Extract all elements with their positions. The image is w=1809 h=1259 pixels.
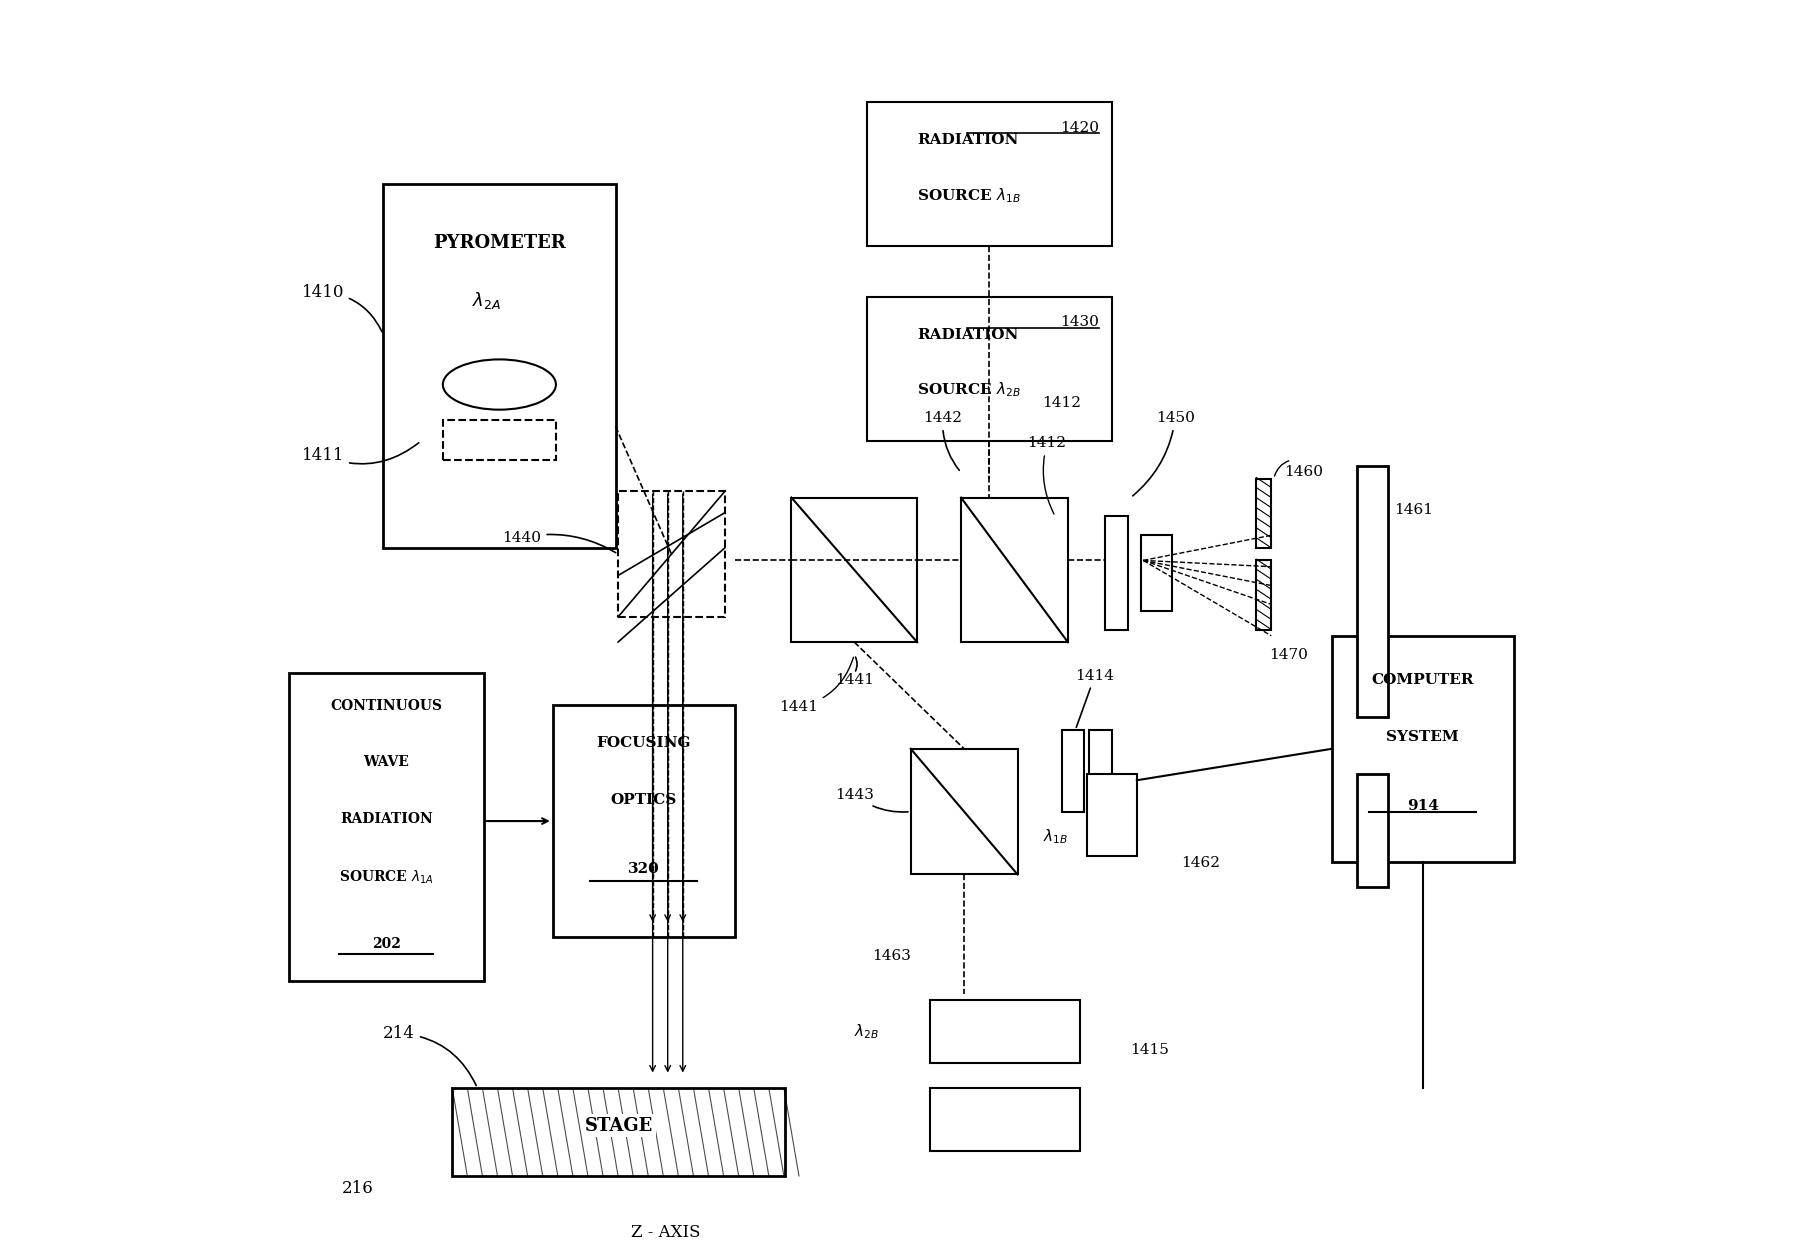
Polygon shape — [1062, 730, 1084, 812]
Polygon shape — [1255, 560, 1272, 630]
Text: $\lambda_{1B}$: $\lambda_{1B}$ — [1042, 827, 1067, 846]
Text: 1463: 1463 — [872, 949, 912, 963]
Polygon shape — [867, 297, 1113, 441]
Text: RADIATION: RADIATION — [917, 329, 1018, 342]
Text: 202: 202 — [373, 937, 402, 952]
Text: 1470: 1470 — [1268, 647, 1308, 662]
Text: SOURCE $\lambda_{1B}$: SOURCE $\lambda_{1B}$ — [917, 186, 1020, 205]
Polygon shape — [1087, 774, 1136, 856]
Polygon shape — [961, 497, 1067, 642]
Text: 1412: 1412 — [1028, 437, 1067, 514]
Polygon shape — [1105, 516, 1129, 630]
Polygon shape — [554, 705, 734, 937]
Text: CONTINUOUS: CONTINUOUS — [331, 699, 443, 713]
Text: 1420: 1420 — [1060, 121, 1100, 135]
Polygon shape — [443, 419, 555, 460]
Text: 1442: 1442 — [923, 412, 962, 471]
Polygon shape — [289, 674, 483, 981]
Polygon shape — [792, 497, 917, 642]
Text: $\lambda_{2B}$: $\lambda_{2B}$ — [854, 1022, 879, 1041]
Text: 1450: 1450 — [1132, 412, 1194, 496]
Text: 1440: 1440 — [503, 530, 615, 553]
Polygon shape — [619, 491, 725, 617]
Text: WAVE: WAVE — [364, 755, 409, 769]
Polygon shape — [1331, 636, 1514, 862]
Text: 1461: 1461 — [1395, 504, 1433, 517]
Text: 1412: 1412 — [1042, 397, 1082, 410]
Text: 1460: 1460 — [1284, 466, 1322, 480]
Polygon shape — [1357, 466, 1388, 718]
Text: FOCUSING: FOCUSING — [597, 737, 691, 750]
Polygon shape — [452, 1088, 785, 1176]
Text: SYSTEM: SYSTEM — [1386, 730, 1460, 744]
Text: PYROMETER: PYROMETER — [432, 234, 566, 252]
Text: 914: 914 — [1407, 799, 1438, 813]
Text: COMPUTER: COMPUTER — [1371, 674, 1474, 687]
Polygon shape — [384, 184, 615, 548]
Text: 1415: 1415 — [1131, 1044, 1169, 1058]
Polygon shape — [930, 1088, 1080, 1151]
Polygon shape — [1255, 478, 1272, 548]
Text: 1411: 1411 — [302, 443, 418, 463]
Text: 1430: 1430 — [1060, 316, 1100, 330]
Polygon shape — [930, 1000, 1080, 1063]
Polygon shape — [1357, 774, 1388, 888]
Text: SOURCE $\lambda_{1A}$: SOURCE $\lambda_{1A}$ — [338, 869, 434, 885]
Text: 320: 320 — [628, 862, 660, 876]
Polygon shape — [910, 749, 1017, 875]
Text: 1410: 1410 — [302, 283, 382, 332]
Text: STAGE: STAGE — [584, 1117, 653, 1134]
Text: RADIATION: RADIATION — [340, 812, 432, 826]
Text: 216: 216 — [342, 1180, 374, 1197]
Text: 214: 214 — [384, 1025, 476, 1085]
Text: RADIATION: RADIATION — [917, 133, 1018, 147]
Text: SOURCE $\lambda_{2B}$: SOURCE $\lambda_{2B}$ — [917, 380, 1020, 399]
Text: $\lambda_{2A}$: $\lambda_{2A}$ — [472, 291, 501, 311]
Text: OPTICS: OPTICS — [611, 793, 677, 807]
Polygon shape — [1141, 535, 1172, 611]
Text: 1441: 1441 — [834, 674, 874, 687]
Text: 1443: 1443 — [836, 788, 908, 812]
Text: Z - AXIS: Z - AXIS — [631, 1224, 700, 1241]
Polygon shape — [1089, 730, 1113, 812]
Polygon shape — [867, 102, 1113, 247]
Text: 1462: 1462 — [1181, 856, 1219, 870]
Text: 1441: 1441 — [780, 657, 854, 714]
Text: 1414: 1414 — [1075, 669, 1114, 728]
